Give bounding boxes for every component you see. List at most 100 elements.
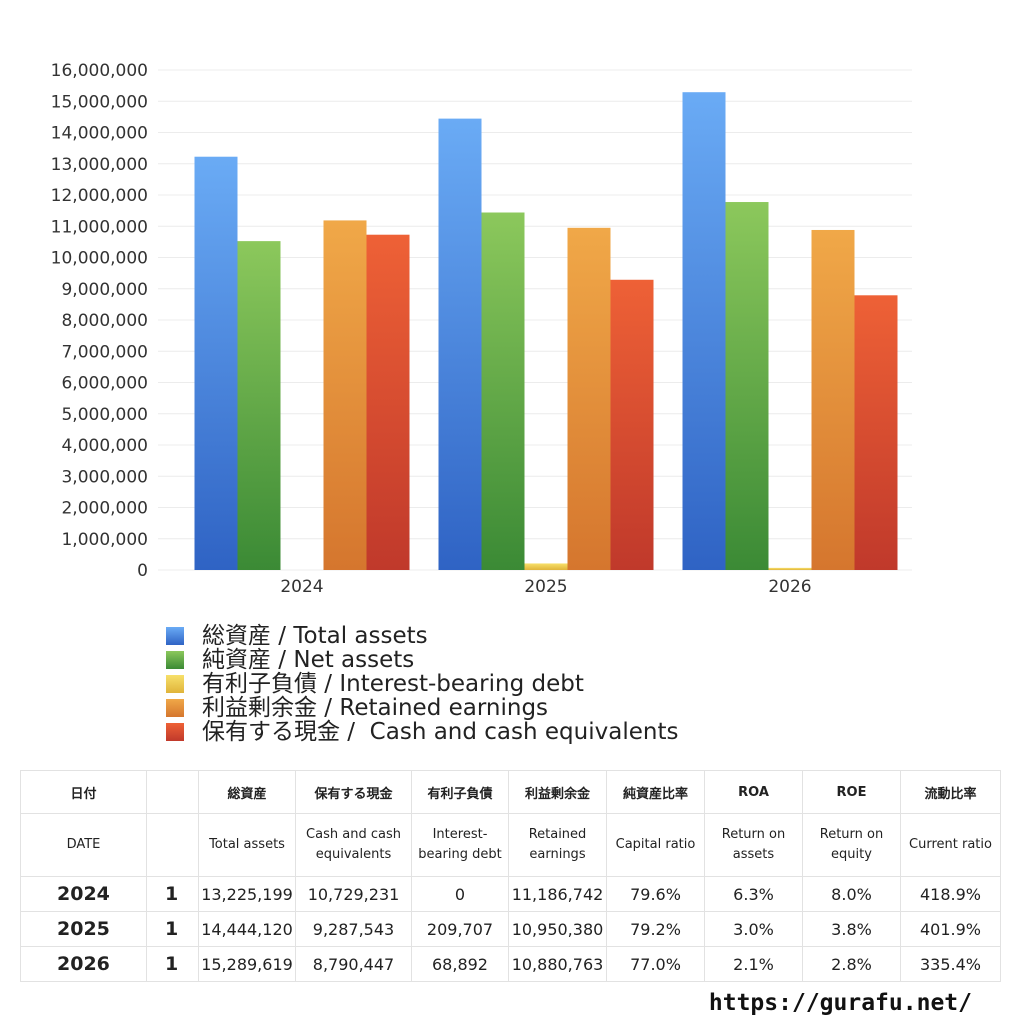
table-cell: 11,186,742 [508, 876, 607, 912]
table-cell: 68,892 [411, 946, 509, 982]
table-cell: 79.2% [606, 911, 705, 947]
grid-lines [158, 69, 912, 571]
legend-item: 総資産 / Total assets [166, 624, 678, 648]
legend-swatch [166, 651, 184, 669]
x-tick-label: 2026 [768, 577, 811, 597]
header-cell-jp: 純資産比率 [606, 770, 705, 814]
header-cell-en [146, 813, 199, 877]
legend-item: 利益剰余金 / Retained earnings [166, 696, 678, 720]
bar-2024-series-0 [194, 156, 238, 570]
legend-item: 保有する現金 / Cash and cash equivalents [166, 720, 678, 744]
header-cell-jp: 総資産 [198, 770, 296, 814]
table-row: 2024 1 13,225,199 10,729,231 0 11,186,742 79.6… [20, 876, 1001, 912]
header-cell-jp [146, 770, 199, 814]
y-tick-label: 5,000,000 [61, 405, 148, 425]
table-cell: 3.0% [704, 911, 803, 947]
table-cell: 15,289,619 [198, 946, 296, 982]
bar-2026-series-4 [854, 295, 898, 570]
x-tick-label: 2025 [524, 577, 567, 597]
table-cell: 8,790,447 [295, 946, 412, 982]
bar-chart: 0 1,000,000 2,000,000 3,000,000 4,000,000 5,0… [51, 61, 912, 597]
bar-2024-series-4 [366, 234, 410, 570]
table-body: 2024 1 13,225,199 10,729,231 0 11,186,742 79.6… [20, 876, 1001, 982]
y-tick-label: 9,000,000 [61, 280, 148, 300]
table-cell: 418.9% [900, 876, 1001, 912]
header-cell-jp: 有利子負債 [411, 770, 509, 814]
table-cell: 8.0% [802, 876, 901, 912]
table-cell: 2026 [20, 946, 147, 982]
table-cell: 79.6% [606, 876, 705, 912]
table-cell: 14,444,120 [198, 911, 296, 947]
header-cell-en: Total assets [198, 813, 296, 877]
table-cell: 10,880,763 [508, 946, 607, 982]
legend-label: 有利子負債 / Interest-bearing debt [202, 671, 584, 697]
table-header-en: DATE Total assets Cash and cash equivalent… [20, 813, 1001, 877]
bar-2026-series-3 [811, 229, 855, 571]
bar-2026-series-2 [768, 567, 812, 570]
legend-label: 利益剰余金 / Retained earnings [202, 695, 549, 721]
table-cell: 335.4% [900, 946, 1001, 982]
table-cell: 9,287,543 [295, 911, 412, 947]
bar-2025-series-0 [438, 118, 482, 570]
bar-2025-series-2 [524, 563, 568, 570]
y-axis: 0 1,000,000 2,000,000 3,000,000 4,000,000 5,0… [51, 61, 148, 581]
x-axis: 2024 2025 2026 [280, 577, 811, 597]
table-row: 2025 1 14,444,120 9,287,543 209,707 10,950,38… [20, 911, 1001, 947]
table-cell: 2.1% [704, 946, 803, 982]
x-tick-label: 2024 [280, 577, 323, 597]
legend-swatch [166, 723, 184, 741]
table-cell: 2.8% [802, 946, 901, 982]
legend-swatch [166, 699, 184, 717]
header-cell-en: DATE [20, 813, 147, 877]
header-cell-en: Interest-bearing debt [411, 813, 509, 877]
bar-2024-series-3 [323, 220, 367, 570]
table-row: 2026 1 15,289,619 8,790,447 68,892 10,880,763… [20, 946, 1001, 982]
table-cell: 3.8% [802, 911, 901, 947]
header-cell-en: Cash and cash equivalents [295, 813, 412, 877]
table-header-jp: 日付 総資産 保有する現金 有利子負債 利益剰余金 純資産比率 ROA ROE 流動比率 [20, 770, 1001, 814]
bar-2024-series-1 [237, 241, 281, 570]
header-cell-en: Capital ratio [606, 813, 705, 877]
y-tick-label: 8,000,000 [61, 311, 148, 331]
y-tick-label: 12,000,000 [51, 186, 148, 206]
header-cell-jp: 利益剰余金 [508, 770, 607, 814]
y-tick-label: 3,000,000 [61, 467, 148, 487]
y-tick-label: 1,000,000 [61, 530, 148, 550]
table-cell: 1 [146, 946, 199, 982]
financial-table: 日付 総資産 保有する現金 有利子負債 利益剰余金 純資産比率 ROA ROE 流動比率 DAT… [20, 770, 1001, 982]
y-tick-label: 6,000,000 [61, 374, 148, 394]
bar-2025-series-4 [610, 279, 654, 570]
y-tick-label: 11,000,000 [51, 217, 148, 237]
header-cell-jp: 流動比率 [900, 770, 1001, 814]
y-tick-label: 0 [137, 561, 148, 581]
header-cell-en: Current ratio [900, 813, 1001, 877]
legend-label: 純資産 / Net assets [202, 647, 415, 673]
header-cell-en: Return on assets [704, 813, 803, 877]
bar-2026-series-1 [725, 202, 769, 570]
y-tick-label: 15,000,000 [51, 92, 148, 112]
table-cell: 6.3% [704, 876, 803, 912]
table-cell: 2024 [20, 876, 147, 912]
table-cell: 2025 [20, 911, 147, 947]
header-cell-jp: 日付 [20, 770, 147, 814]
bar-2026-series-0 [682, 92, 726, 571]
bar-2025-series-1 [481, 212, 525, 570]
site-url[interactable]: https://gurafu.net/ [708, 990, 972, 1016]
header-cell-en: Return on equity [802, 813, 901, 877]
legend-label: 保有する現金 / Cash and cash equivalents [202, 719, 679, 745]
y-tick-label: 14,000,000 [51, 124, 148, 144]
header-cell-jp: ROE [802, 770, 901, 814]
y-tick-label: 16,000,000 [51, 61, 148, 81]
table-cell: 0 [411, 876, 509, 912]
table-cell: 401.9% [900, 911, 1001, 947]
y-tick-label: 7,000,000 [61, 342, 148, 362]
legend-swatch [166, 627, 184, 645]
bars [194, 92, 898, 571]
legend: 総資産 / Total assets 純資産 / Net assets 有利子負債 … [166, 624, 678, 744]
legend-swatch [166, 675, 184, 693]
header-cell-jp: 保有する現金 [295, 770, 412, 814]
legend-item: 純資産 / Net assets [166, 648, 678, 672]
table-cell: 1 [146, 876, 199, 912]
bar-2025-series-3 [567, 227, 611, 570]
y-tick-label: 4,000,000 [61, 436, 148, 456]
